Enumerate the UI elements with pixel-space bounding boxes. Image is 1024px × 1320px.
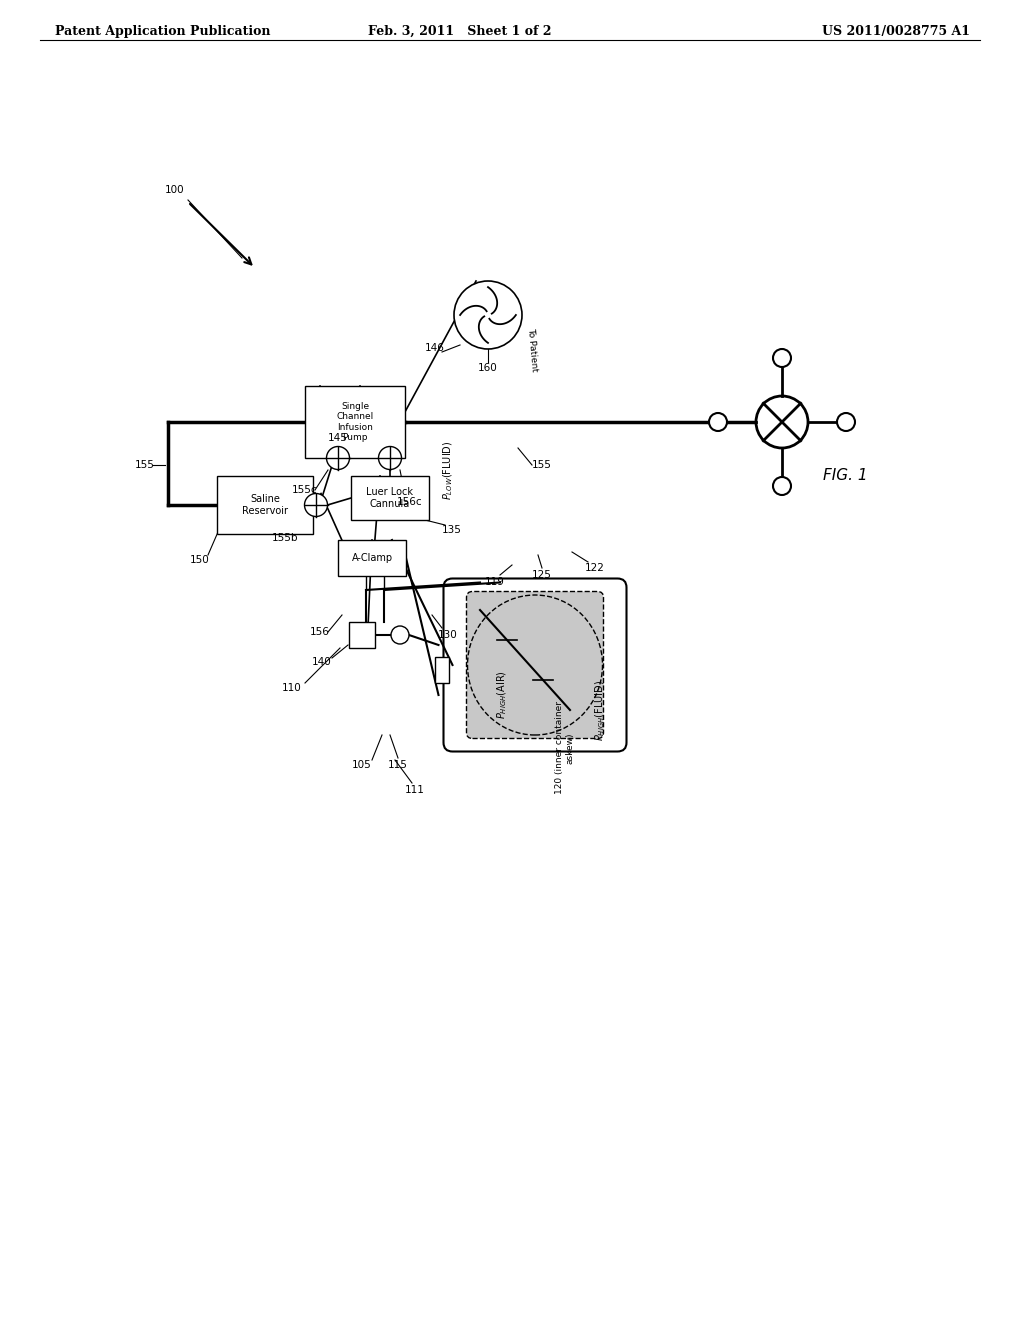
Text: 155b: 155b (271, 533, 298, 543)
Circle shape (304, 494, 328, 516)
FancyBboxPatch shape (351, 477, 429, 520)
Text: 156c: 156c (397, 498, 423, 507)
Circle shape (773, 348, 791, 367)
Circle shape (773, 477, 791, 495)
Text: $P_{HIGH}$(FLUID): $P_{HIGH}$(FLUID) (593, 680, 607, 741)
Text: Luer Lock
Cannula: Luer Lock Cannula (367, 487, 414, 508)
Text: 110: 110 (283, 682, 302, 693)
Circle shape (837, 413, 855, 432)
Text: 140: 140 (312, 657, 332, 667)
Text: FIG. 1: FIG. 1 (822, 467, 867, 483)
Circle shape (709, 413, 727, 432)
Text: US 2011/0028775 A1: US 2011/0028775 A1 (822, 25, 970, 38)
Circle shape (327, 446, 349, 470)
FancyBboxPatch shape (443, 578, 627, 751)
Text: 100: 100 (165, 185, 184, 195)
Circle shape (379, 446, 401, 470)
Text: 160: 160 (478, 363, 498, 374)
Text: 115: 115 (388, 760, 408, 770)
FancyBboxPatch shape (349, 622, 375, 648)
Circle shape (756, 396, 808, 447)
FancyBboxPatch shape (217, 477, 312, 535)
Text: 125: 125 (532, 570, 552, 579)
Text: Saline
Reservoir: Saline Reservoir (242, 494, 288, 516)
Text: $P_{HIGH}$(AIR): $P_{HIGH}$(AIR) (496, 671, 509, 719)
Text: To Patient: To Patient (526, 327, 539, 372)
Circle shape (391, 626, 409, 644)
Text: 155: 155 (532, 459, 552, 470)
FancyBboxPatch shape (467, 591, 603, 738)
Text: 145: 145 (328, 433, 348, 444)
Text: 146: 146 (425, 343, 445, 352)
Circle shape (454, 281, 522, 348)
Text: 156: 156 (310, 627, 330, 638)
FancyBboxPatch shape (435, 657, 450, 682)
Text: Feb. 3, 2011   Sheet 1 of 2: Feb. 3, 2011 Sheet 1 of 2 (369, 25, 552, 38)
Text: 120 (inner container
askew): 120 (inner container askew) (555, 701, 574, 795)
Text: 155: 155 (135, 459, 155, 470)
Text: Single
Channel
Infusion
Pump: Single Channel Infusion Pump (336, 401, 374, 442)
FancyBboxPatch shape (338, 540, 406, 576)
Text: 119: 119 (485, 577, 505, 587)
Text: 135: 135 (442, 525, 462, 535)
Text: 155c: 155c (292, 484, 317, 495)
FancyBboxPatch shape (305, 385, 406, 458)
Text: 105: 105 (352, 760, 372, 770)
Text: 111: 111 (406, 785, 425, 795)
Text: A-Clamp: A-Clamp (351, 553, 392, 564)
Text: Patent Application Publication: Patent Application Publication (55, 25, 270, 38)
Text: 122: 122 (585, 564, 605, 573)
Text: 130: 130 (438, 630, 458, 640)
Text: 150: 150 (190, 554, 210, 565)
Text: $P_{LOW}$(FLUID): $P_{LOW}$(FLUID) (441, 441, 455, 500)
